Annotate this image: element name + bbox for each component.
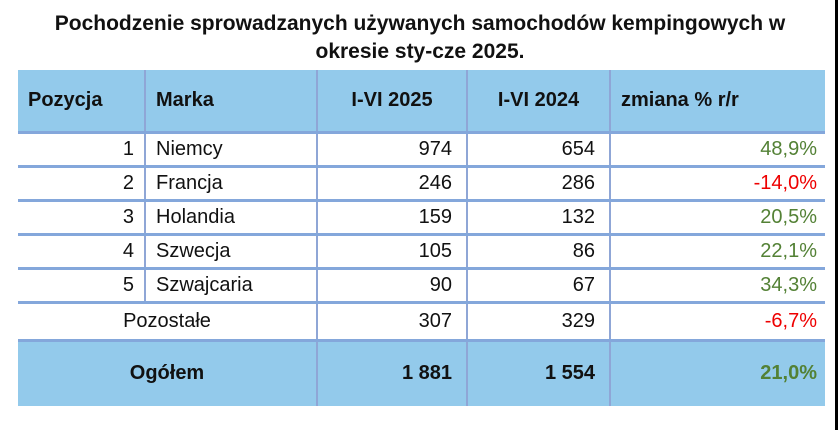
cell-position: 2: [18, 166, 146, 202]
screenshot-right-edge-line: [835, 0, 838, 430]
cell-country: Holandia: [145, 200, 318, 236]
chart-title: Pochodzenie sprowadzanych używanych samo…: [20, 10, 820, 66]
cell-2024: 67: [467, 268, 611, 304]
table-row-pozostale: Pozostałe 307 329 -6,7%: [18, 302, 825, 342]
column-header-zmiana: zmiana % r/r: [610, 70, 825, 134]
cell-change: 20,5%: [610, 200, 825, 236]
cell-change: 34,3%: [610, 268, 825, 304]
table-row: 5 Szwajcaria 90 67 34,3%: [18, 268, 825, 304]
cell-change: 22,1%: [610, 234, 825, 270]
table-row-total: Ogółem 1 881 1 554 21,0%: [18, 340, 825, 406]
table-row: 2 Francja 246 286 -14,0%: [18, 166, 825, 202]
column-header-pozycja: Pozycja: [18, 70, 146, 134]
cell-2025: 246: [317, 166, 468, 202]
column-header-2024: I-VI 2024: [467, 70, 611, 134]
table-row: 3 Holandia 159 132 20,5%: [18, 200, 825, 236]
cell-pozostale-label: Pozostałe: [18, 302, 318, 342]
cell-change: -6,7%: [610, 302, 825, 342]
cell-2024: 286: [467, 166, 611, 202]
cell-position: 5: [18, 268, 146, 304]
table-row: 4 Szwecja 105 86 22,1%: [18, 234, 825, 270]
cell-total-label: Ogółem: [18, 340, 318, 406]
cell-2024: 329: [467, 302, 611, 342]
cell-change: 48,9%: [610, 132, 825, 168]
chart-title-line1: Pochodzenie sprowadzanych używanych samo…: [54, 12, 786, 35]
origin-table: Pozycja Marka I-VI 2025 I-VI 2024 zmiana…: [18, 70, 825, 406]
cell-2025: 159: [317, 200, 468, 236]
cell-country: Niemcy: [145, 132, 318, 168]
cell-total-2025: 1 881: [317, 340, 468, 406]
table-header-row: Pozycja Marka I-VI 2025 I-VI 2024 zmiana…: [18, 70, 825, 134]
cell-2025: 90: [317, 268, 468, 304]
cell-country: Szwecja: [145, 234, 318, 270]
cell-2025: 105: [317, 234, 468, 270]
cell-2024: 654: [467, 132, 611, 168]
cell-2024: 86: [467, 234, 611, 270]
cell-total-change: 21,0%: [610, 340, 825, 406]
cell-total-2024: 1 554: [467, 340, 611, 406]
chart-title-line2: okresie sty-cze 2025.: [315, 40, 525, 63]
column-header-marka: Marka: [145, 70, 318, 134]
cell-country: Francja: [145, 166, 318, 202]
cell-position: 3: [18, 200, 146, 236]
cell-2024: 132: [467, 200, 611, 236]
cell-change: -14,0%: [610, 166, 825, 202]
cell-position: 1: [18, 132, 146, 168]
cell-2025: 307: [317, 302, 468, 342]
table-row: 1 Niemcy 974 654 48,9%: [18, 132, 825, 168]
cell-country: Szwajcaria: [145, 268, 318, 304]
column-header-2025: I-VI 2025: [317, 70, 468, 134]
cell-position: 4: [18, 234, 146, 270]
cell-2025: 974: [317, 132, 468, 168]
